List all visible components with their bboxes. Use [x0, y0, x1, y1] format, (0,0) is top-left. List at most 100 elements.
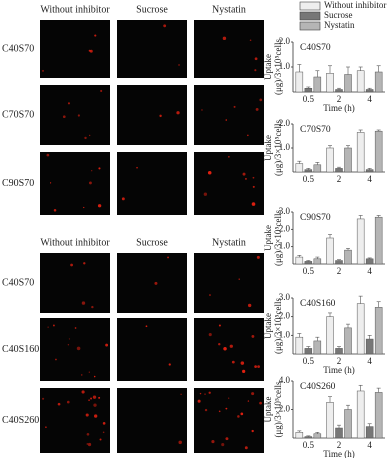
x-tick-label: 4 — [367, 94, 372, 104]
micrograph — [117, 85, 187, 145]
fluorescence-spot — [244, 446, 248, 450]
fluorescence-spot — [251, 334, 255, 338]
y-tick-label: 2.0 — [279, 311, 291, 321]
legend-swatch — [299, 1, 321, 11]
bar — [304, 169, 313, 173]
micrograph — [40, 20, 110, 78]
row-label: C40S160 — [2, 344, 39, 355]
row-label: C90S70 — [2, 178, 34, 189]
y-tick-label: 2.0 — [279, 223, 291, 233]
fluorescence-spot — [83, 262, 86, 265]
row-label: C40S70 — [2, 43, 34, 54]
fluorescence-spot — [89, 181, 92, 185]
y-tick-label: 1.0 — [279, 329, 291, 339]
bar — [374, 216, 383, 265]
fluorescence-spot — [167, 256, 170, 259]
y-tick-label: 2.0 — [279, 36, 291, 46]
y-tick-label: 3.0 — [279, 206, 291, 216]
fluorescence-spot — [249, 39, 252, 42]
bar — [304, 348, 313, 355]
bar — [295, 71, 304, 93]
fluorescence-spot — [199, 392, 202, 395]
bar — [295, 163, 304, 173]
bar — [335, 348, 343, 355]
x-tick-label: 4 — [367, 174, 372, 184]
fluorescence-spot — [240, 361, 245, 365]
fluorescence-spot — [83, 206, 85, 209]
fluorescence-spot — [94, 34, 97, 37]
column-header: Nystatin — [212, 4, 246, 15]
fluorescence-spot — [84, 136, 87, 140]
bar — [374, 71, 383, 93]
fluorescence-spot — [207, 170, 212, 175]
fluorescence-spot — [223, 347, 227, 351]
bar — [335, 89, 343, 93]
fluorescence-spot — [204, 393, 206, 395]
y-axis-label: (μg)/3×10⁵cells — [273, 381, 283, 438]
bar — [313, 76, 322, 93]
fluorescence-spot — [90, 397, 93, 400]
bar — [326, 73, 334, 93]
fluorescence-spot — [154, 281, 158, 285]
fluorescence-spot — [66, 400, 70, 404]
fluorescence-spot — [74, 327, 77, 329]
bar — [374, 307, 383, 355]
x-tick-label: 2 — [337, 174, 342, 184]
fluorescence-spot — [178, 440, 182, 445]
micrograph — [117, 253, 187, 313]
bar — [304, 88, 313, 93]
bar — [365, 338, 374, 355]
fluorescence-spot — [180, 393, 182, 396]
y-tick-label: 4.0 — [279, 375, 291, 385]
bar — [313, 433, 322, 439]
bar — [356, 218, 365, 265]
bar — [365, 169, 374, 173]
column-header: Sucrose — [136, 4, 168, 15]
bar — [356, 70, 365, 93]
fluorescence-spot — [145, 325, 148, 328]
fluorescence-spot — [259, 401, 262, 405]
bar — [295, 256, 304, 265]
fluorescence-spot — [91, 305, 94, 309]
fluorescence-spot — [93, 375, 96, 378]
micrograph — [117, 388, 187, 453]
fluorescence-spot — [102, 431, 105, 434]
micrograph — [117, 318, 187, 381]
x-tick-label: 2 — [337, 266, 342, 276]
bar — [304, 261, 313, 265]
legend-label: Sucrose — [324, 10, 353, 20]
x-tick-label: 2 — [337, 94, 342, 104]
fluorescence-spot — [70, 263, 73, 267]
bar — [313, 258, 322, 265]
y-tick-label: 1.0 — [279, 241, 291, 251]
fluorescence-spot — [254, 57, 258, 61]
bar — [304, 436, 313, 439]
micrograph — [40, 388, 110, 453]
fluorescence-spot — [57, 402, 61, 406]
fluorescence-spot — [211, 440, 215, 444]
bar — [374, 392, 383, 439]
bar — [365, 258, 374, 265]
fluorescence-spot — [99, 438, 102, 441]
x-tick-label: 4 — [367, 440, 372, 450]
fluorescence-spot — [227, 397, 230, 399]
fluorescence-spot — [86, 443, 89, 445]
bar — [344, 327, 352, 355]
chart-title: C90S70 — [300, 213, 331, 223]
fluorescence-spot — [91, 170, 93, 172]
fluorescence-spot — [81, 390, 85, 394]
legend-swatch — [299, 11, 321, 21]
micrograph — [117, 152, 187, 215]
bar — [326, 147, 334, 173]
fluorescence-spot — [42, 69, 44, 72]
chart-title: C40S160 — [300, 299, 336, 309]
x-axis-label: Time (h) — [323, 103, 354, 113]
fluorescence-spot — [89, 49, 93, 53]
fluorescence-spot — [53, 208, 57, 212]
fluorescence-spot — [247, 134, 249, 137]
fluorescence-spot — [201, 109, 203, 111]
y-tick-label: 3.0 — [279, 292, 291, 302]
y-axis-label: Uptake — [263, 397, 273, 423]
bar — [313, 340, 322, 355]
